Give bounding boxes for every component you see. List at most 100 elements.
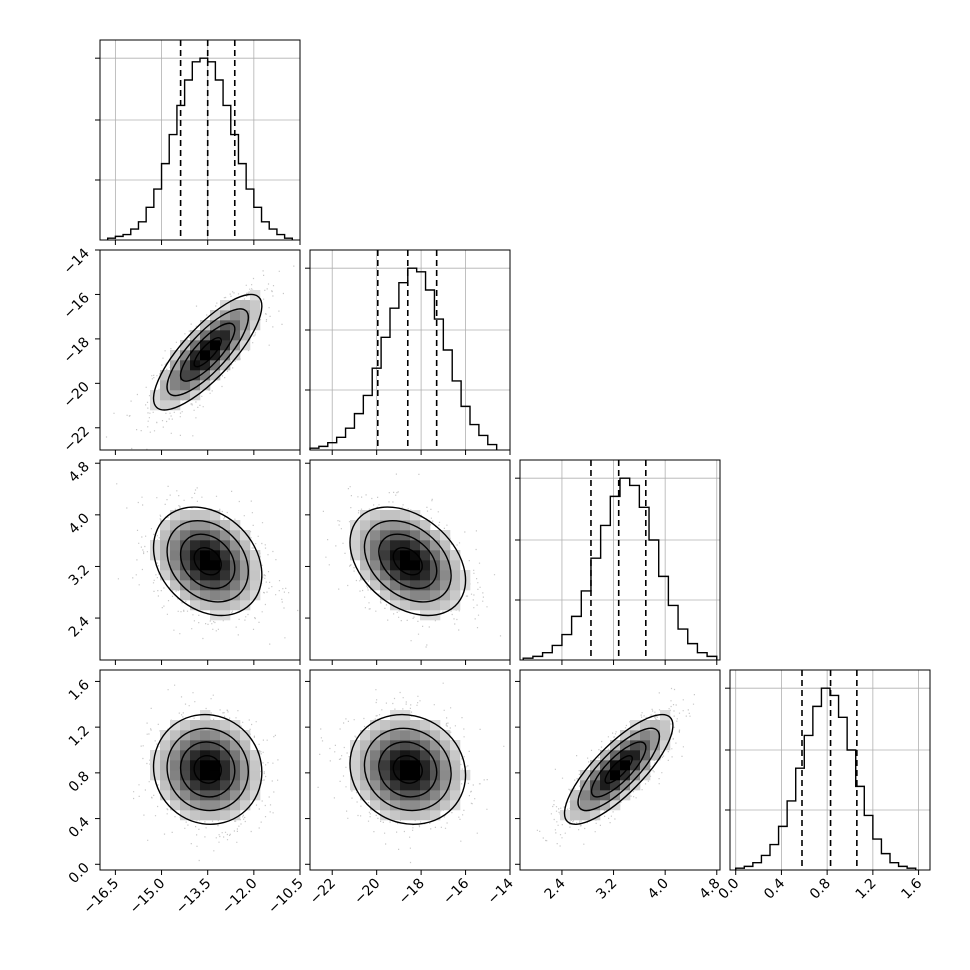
density-cell	[590, 800, 601, 811]
x-tick-label: −13.5	[173, 876, 215, 918]
density-cell	[590, 810, 601, 821]
density-cell	[230, 520, 241, 531]
density-cell	[240, 320, 251, 331]
density-cell	[640, 760, 651, 771]
scatter-panel-1-0	[95, 249, 301, 455]
y-tick-label: −14	[61, 245, 93, 277]
density-cell	[580, 770, 591, 781]
x-tick-label: 0.8	[807, 876, 834, 903]
density-cell	[200, 320, 211, 331]
density-cell	[430, 730, 441, 741]
density-cell	[410, 590, 421, 601]
density-cell	[360, 780, 371, 791]
density-cell	[250, 750, 261, 761]
density-cell	[580, 800, 591, 811]
y-tick-label: 2.4	[66, 614, 93, 641]
density-cell	[230, 750, 241, 761]
density-cell	[600, 780, 611, 791]
density-cell	[620, 780, 631, 791]
density-cell	[180, 540, 191, 551]
density-cell	[610, 740, 621, 751]
x-tick-label: −14	[485, 875, 517, 907]
scatter-panel-3-1	[305, 669, 511, 875]
density-cell	[210, 320, 221, 331]
density-cell	[170, 800, 181, 811]
density-cell	[240, 790, 251, 801]
density-cell	[250, 300, 261, 311]
density-cell	[450, 760, 461, 771]
density-cell	[190, 810, 201, 821]
panel-frame	[519, 459, 721, 661]
density-cell	[420, 520, 431, 531]
density-cell	[200, 360, 211, 371]
density-cell	[350, 760, 361, 771]
density-cell	[190, 800, 201, 811]
density-cell	[400, 590, 411, 601]
density-cell	[610, 770, 621, 781]
scatter-panel-3-2	[515, 669, 721, 875]
density-cell	[450, 590, 461, 601]
density-cell	[400, 600, 411, 611]
density-cell	[450, 780, 461, 791]
density-cell	[430, 750, 441, 761]
scatter-panel-2-1	[305, 459, 511, 665]
x-tick-label: 2.4	[542, 875, 569, 902]
density-cell	[450, 750, 461, 761]
density-cell	[390, 750, 401, 761]
density-cell	[420, 770, 431, 781]
density-cell	[220, 590, 231, 601]
density-cell	[390, 810, 401, 821]
density-cell	[370, 730, 381, 741]
density-cell	[240, 530, 251, 541]
density-cell	[440, 590, 451, 601]
density-cell	[620, 730, 631, 741]
density-cell	[250, 570, 261, 581]
density-cell	[380, 720, 391, 731]
density-cell	[180, 370, 191, 381]
density-cell	[390, 730, 401, 741]
density-cell	[440, 800, 451, 811]
density-cell	[180, 730, 191, 741]
histogram-step	[106, 57, 294, 240]
density-cell	[170, 400, 181, 411]
density-cell	[200, 760, 211, 771]
density-cell	[600, 800, 611, 811]
density-cell	[440, 600, 451, 611]
density-cell	[210, 310, 221, 321]
y-tick-label: 1.2	[66, 723, 93, 750]
density-cell	[180, 590, 191, 601]
density-cell	[650, 740, 661, 751]
density-cell	[570, 790, 581, 801]
density-cell	[250, 770, 261, 781]
density-cell	[240, 780, 251, 791]
density-cell	[150, 390, 161, 401]
density-cell	[180, 760, 191, 771]
density-cell	[430, 560, 441, 571]
x-tick-label: −16	[440, 875, 472, 907]
density-cell	[200, 790, 211, 801]
density-cell	[190, 730, 201, 741]
density-cell	[420, 790, 431, 801]
density-cell	[160, 770, 171, 781]
density-cell	[220, 800, 231, 811]
density-cell	[210, 590, 221, 601]
density-cell	[440, 560, 451, 571]
density-cell	[380, 790, 391, 801]
density-cell	[180, 380, 191, 391]
density-cell	[430, 790, 441, 801]
density-cell	[430, 780, 441, 791]
density-cell	[230, 790, 241, 801]
density-cell	[230, 760, 241, 771]
scatter-panel-2-0	[95, 459, 301, 665]
density-cell	[230, 340, 241, 351]
density-cell	[390, 740, 401, 751]
density-cell	[410, 730, 421, 741]
density-cell	[200, 780, 211, 791]
density-cell	[390, 580, 401, 591]
density-cell	[640, 730, 651, 741]
density-cell	[380, 550, 391, 561]
density-cell	[410, 520, 421, 531]
histogram-panel-3	[725, 669, 931, 875]
density-cell	[180, 350, 191, 361]
